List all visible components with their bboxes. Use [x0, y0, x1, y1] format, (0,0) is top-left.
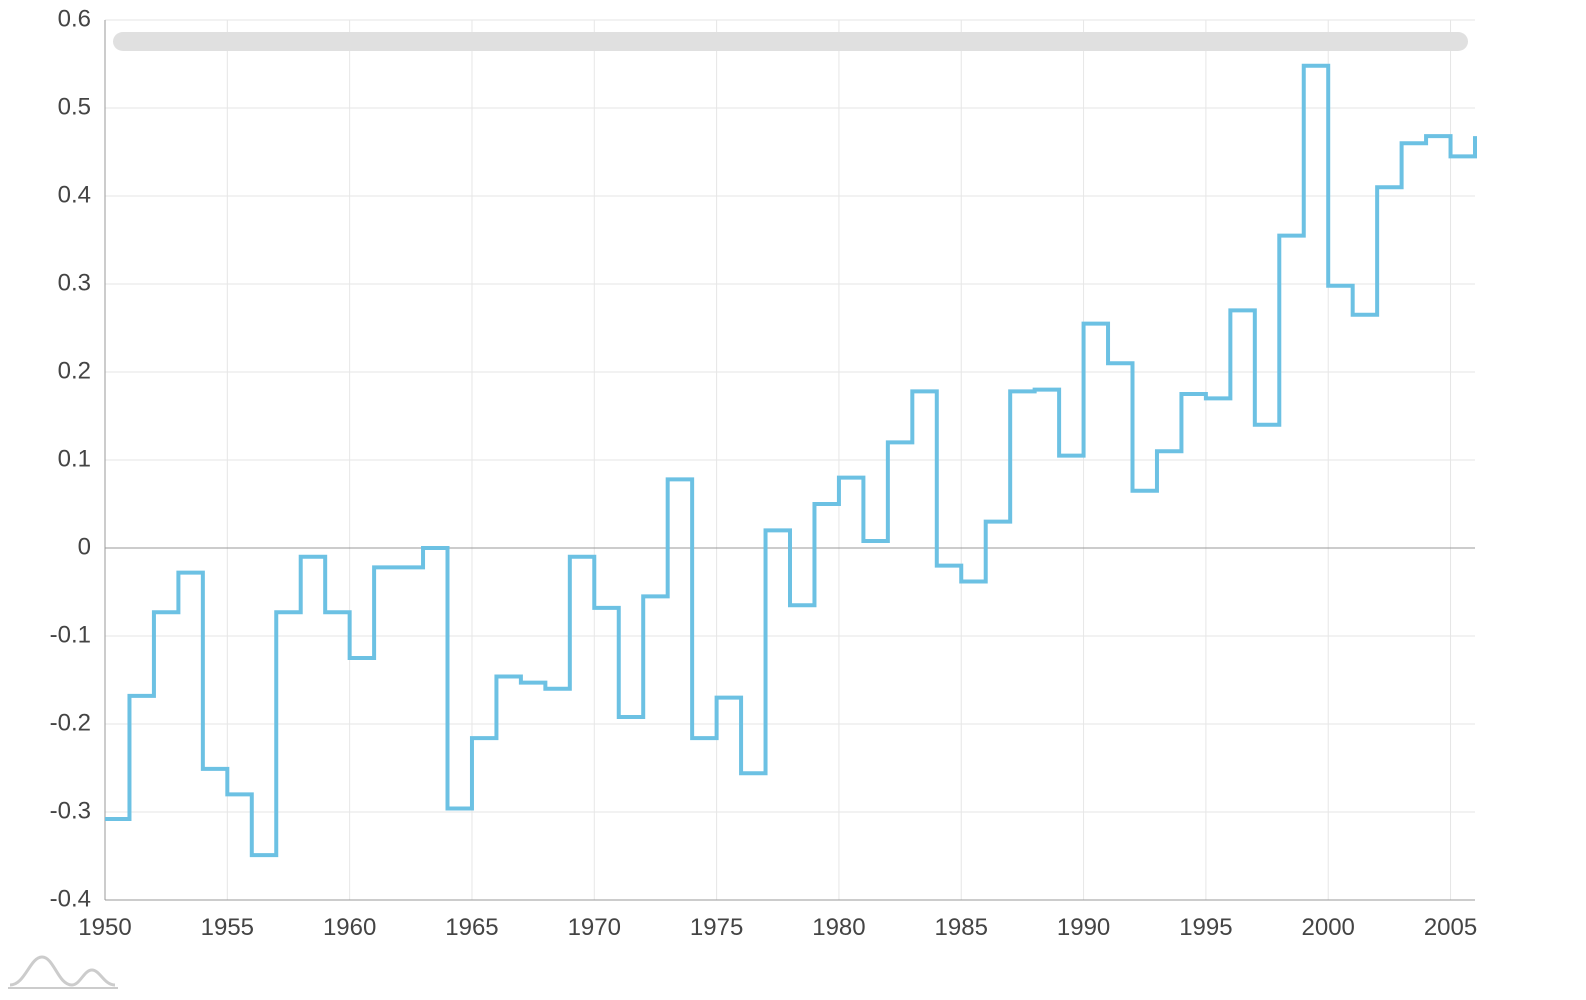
- x-tick-label: 2000: [1302, 914, 1355, 941]
- logo-icon: [10, 957, 115, 985]
- y-tick-label: -0.2: [50, 709, 91, 736]
- y-tick-label: 0: [78, 533, 91, 560]
- x-tick-label: 1955: [201, 914, 254, 941]
- y-tick-label: 0.2: [58, 357, 91, 384]
- x-tick-label: 1985: [935, 914, 988, 941]
- y-tick-label: -0.3: [50, 797, 91, 824]
- y-tick-label: 0.1: [58, 445, 91, 472]
- y-tick-label: -0.4: [50, 885, 91, 912]
- y-tick-label: -0.1: [50, 621, 91, 648]
- range-scrollbar[interactable]: [113, 32, 1468, 51]
- y-tick-label: 0.4: [58, 181, 91, 208]
- x-tick-label: 1960: [323, 914, 376, 941]
- chart-container: 1950 1955 1960 1965 1970 1975 1980 1985 1990 1995…: [0, 0, 1586, 1000]
- x-tick-label: 1970: [568, 914, 621, 941]
- y-tick-label: 0.5: [58, 93, 91, 120]
- x-tick-label: 1950: [78, 914, 131, 941]
- x-tick-label: 1990: [1057, 914, 1110, 941]
- x-tick-label: 1975: [690, 914, 743, 941]
- x-tick-label: 1995: [1179, 914, 1232, 941]
- x-tick-label: 2005: [1424, 914, 1477, 941]
- grid: [105, 20, 1475, 900]
- y-tick-label: 0.3: [58, 269, 91, 296]
- y-tick-label: 0.6: [58, 5, 91, 32]
- step-chart: 1950 1955 1960 1965 1970 1975 1980 1985 1990 1995…: [0, 0, 1586, 1000]
- x-tick-label: 1980: [812, 914, 865, 941]
- x-tick-label: 1965: [445, 914, 498, 941]
